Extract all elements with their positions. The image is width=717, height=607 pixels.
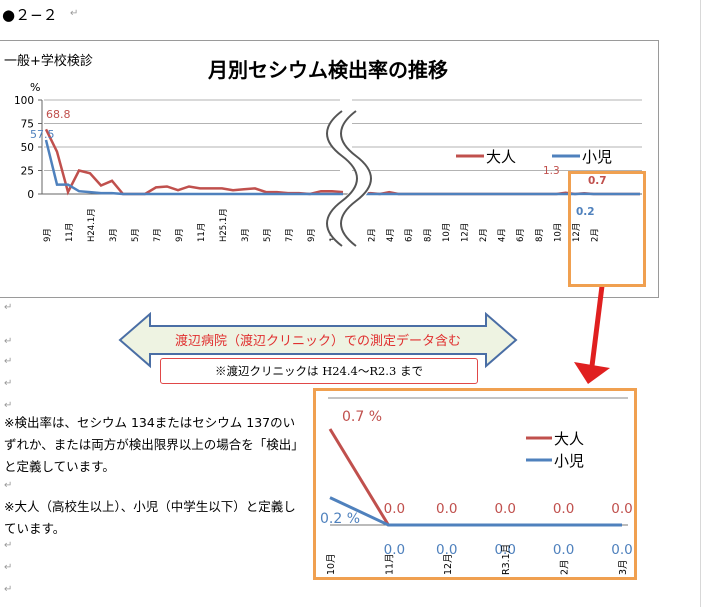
x-tick-label: 10月 [553, 223, 563, 242]
definition-paragraph-2: ※大人（高校生以上）、小児（中学生以下）と定義しています。 [4, 499, 296, 536]
note-box: ※渡辺クリニックは H24.4〜R2.3 まで [160, 358, 478, 384]
inset-label-child: 0.0 [553, 542, 574, 558]
inset-x-tick-label: 12月 [443, 553, 454, 575]
x-tick-label: 6月 [405, 228, 415, 242]
legend-label-小児: 小児 [582, 148, 612, 166]
paragraph-mark: ↵ [4, 302, 13, 313]
arrow-shaft [589, 285, 605, 367]
zoom-inset-chart: 0.7 % 0.2 % 0.0 0.0 0.0 0.0 0.0 0.0 0.0 0.0 0.0 0.0… [313, 388, 637, 580]
banner-double-arrow: 渡辺病院（渡辺クリニック）での測定データ含む [118, 312, 518, 369]
banner-text: 渡辺病院（渡辺クリニック）での測定データ含む [175, 333, 461, 349]
section-heading: ●２−２ [2, 6, 58, 24]
legend-label-大人: 大人 [486, 148, 516, 166]
x-tick-label: 2月 [368, 228, 378, 242]
arrow-head [574, 362, 610, 384]
paragraph-mark: ↵ [4, 336, 13, 347]
main-chart: 一般+学校検診 月別セシウム検出率の推移% 0 25 50 75 100 9月 11月 H24.1… [0, 40, 659, 298]
y-tick-label: 75 [21, 119, 34, 131]
x-tick-label: 5月 [131, 228, 141, 242]
inset-label-adult: 0.0 [553, 501, 574, 517]
definition-paragraph-1: ※検出率は、セシウム 134またはセシウム 137のいずれか、または両方が検出限… [4, 415, 298, 474]
inset-legend-label-小児: 小児 [554, 452, 584, 470]
y-tick-label: 100 [14, 95, 34, 107]
inset-label-child: 0.0 [384, 542, 405, 558]
chart-subtitle: 一般+学校検診 [4, 53, 93, 69]
x-tick-label: 10月 [442, 223, 452, 242]
series-line-小児 [44, 139, 343, 196]
y-tick-label: 50 [21, 142, 34, 154]
x-tick-label: 7月 [285, 228, 295, 242]
axis-break-gap [328, 105, 372, 252]
paragraph-mark: ↵ [4, 356, 13, 367]
x-tick-label: H24.1月 [87, 208, 97, 242]
callout-arrow [574, 285, 610, 384]
inset-x-tick-label: 10月 [326, 553, 337, 575]
zoom-chart-svg: 0.7 % 0.2 % 0.0 0.0 0.0 0.0 0.0 0.0 0.0 0.0 0.0 0.0… [320, 397, 633, 575]
x-tick-label: 9月 [175, 228, 185, 242]
inset-label-adult: 0.7 % [342, 409, 382, 425]
y-tick-label: 0 [27, 189, 34, 201]
x-tick-label: 8月 [423, 228, 433, 242]
paragraph-mark: ↵ [4, 540, 13, 551]
inset-label-adult: 0.0 [384, 501, 405, 517]
chart-title: 月別セシウム検出率の推移 [207, 58, 448, 82]
inset-series-line-小児 [329, 496, 622, 527]
inset-label-child: 0.0 [494, 542, 515, 558]
x-tick-label: 3月 [109, 228, 119, 242]
zoom-selection-highlight [568, 171, 646, 287]
x-tick-label: 12月 [572, 223, 582, 242]
x-tick-label: 11月 [65, 223, 75, 242]
x-tick-label: 9月 [43, 228, 53, 242]
paragraph-mark: ↵ [4, 400, 13, 411]
paragraph-mark: ↵ [4, 562, 13, 573]
main-chart-svg: 一般+学校検診 月別セシウム検出率の推移% 0 25 50 75 100 9月 11月 H24.1… [4, 53, 642, 252]
inset-label-adult: 0.0 [611, 501, 632, 517]
paragraph-mark: ↵ [70, 8, 79, 19]
data-label-adult-peak: 1.3 [543, 165, 560, 177]
inset-label-adult: 0.0 [494, 501, 515, 517]
x-tick-label: 9月 [307, 228, 317, 242]
axis-break-line [326, 110, 358, 247]
data-label-child-start: 57.5 [30, 128, 55, 141]
page-edge-line [700, 0, 701, 607]
y-tick-label: 25 [21, 166, 34, 178]
x-tick-label: 2月 [591, 228, 601, 242]
x-tick-label: 4月 [386, 228, 396, 242]
x-tick-label: 7月 [153, 228, 163, 242]
inset-x-tick-label: 2月 [560, 559, 571, 575]
data-label-adult-latest: 0.7 [588, 175, 607, 187]
inset-label-child: 0.0 [436, 542, 457, 558]
data-label-child-latest: 0.2 [576, 206, 595, 218]
inset-label-child: 0.0 [611, 542, 632, 558]
x-tick-label: 8月 [535, 228, 545, 242]
inset-x-tick-label: R3.1月 [501, 544, 512, 575]
banner-shape [118, 312, 518, 369]
inset-x-tick-label: 11月 [384, 553, 395, 575]
x-tick-label: 2月 [479, 228, 489, 242]
paragraph-mark: ↵ [4, 584, 13, 595]
axis-break-line [340, 110, 372, 247]
inset-legend-label-大人: 大人 [554, 430, 584, 448]
inset-label-child: 0.2 % [320, 511, 360, 527]
x-tick-label: 4月 [498, 228, 508, 242]
x-tick-label: 12月 [460, 223, 470, 242]
inset-x-tick-label: 3月 [618, 559, 629, 575]
x-tick-label: H25.1月 [219, 208, 229, 242]
paragraph-mark: ↵ [4, 378, 13, 389]
x-tick-label: 3月 [241, 228, 251, 242]
x-tick-label: 5月 [263, 228, 273, 242]
paragraph-mark: ↵ [4, 480, 13, 491]
x-tick-label: 6月 [516, 228, 526, 242]
series-line-大人 [44, 128, 344, 196]
note-text: ※渡辺クリニックは H24.4〜R2.3 まで [215, 364, 423, 378]
x-tick-label: 11月 [197, 223, 207, 242]
data-label-adult-start: 68.8 [46, 108, 71, 121]
inset-label-adult: 0.0 [436, 501, 457, 517]
y-axis-label: % [30, 81, 40, 94]
